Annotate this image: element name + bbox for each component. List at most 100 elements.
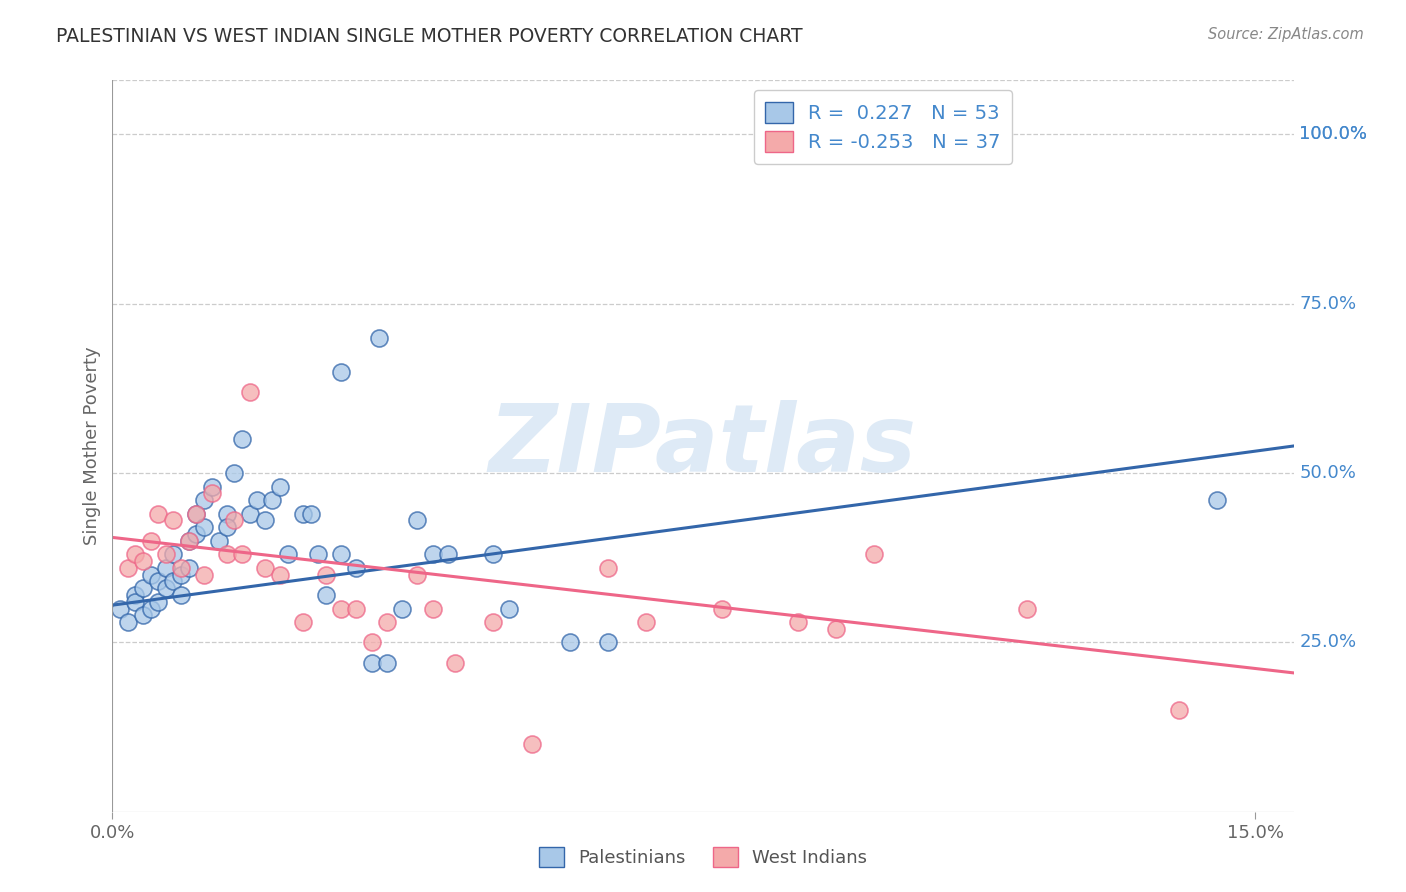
Text: PALESTINIAN VS WEST INDIAN SINGLE MOTHER POVERTY CORRELATION CHART: PALESTINIAN VS WEST INDIAN SINGLE MOTHER… xyxy=(56,27,803,45)
Point xyxy=(124,547,146,561)
Point xyxy=(132,608,155,623)
Point xyxy=(520,737,543,751)
Legend: Palestinians, West Indians: Palestinians, West Indians xyxy=(530,838,876,876)
Point xyxy=(170,561,193,575)
Point xyxy=(155,581,177,595)
Point xyxy=(596,561,619,575)
Point xyxy=(155,547,177,561)
Point xyxy=(170,588,193,602)
Point xyxy=(155,561,177,575)
Point xyxy=(344,601,367,615)
Text: 50.0%: 50.0% xyxy=(1299,464,1357,482)
Point xyxy=(1168,703,1191,717)
Text: Source: ZipAtlas.com: Source: ZipAtlas.com xyxy=(1208,27,1364,42)
Point xyxy=(253,561,276,575)
Point xyxy=(787,615,810,629)
Point xyxy=(330,364,353,378)
Point xyxy=(330,601,353,615)
Point xyxy=(200,486,222,500)
Point xyxy=(277,547,299,561)
Point xyxy=(162,574,184,589)
Point xyxy=(124,588,146,602)
Point xyxy=(139,533,162,548)
Point xyxy=(558,635,581,649)
Point xyxy=(330,547,353,561)
Point xyxy=(177,533,200,548)
Point xyxy=(186,527,208,541)
Point xyxy=(344,561,367,575)
Point xyxy=(360,656,382,670)
Point xyxy=(1206,493,1229,508)
Point xyxy=(360,635,382,649)
Point xyxy=(315,588,337,602)
Point xyxy=(269,480,291,494)
Point xyxy=(422,547,444,561)
Point xyxy=(139,567,162,582)
Point xyxy=(299,507,322,521)
Text: 75.0%: 75.0% xyxy=(1299,294,1357,313)
Point xyxy=(291,507,314,521)
Point xyxy=(422,601,444,615)
Point xyxy=(436,547,458,561)
Point xyxy=(132,581,155,595)
Point xyxy=(307,547,329,561)
Text: 100.0%: 100.0% xyxy=(1299,126,1368,144)
Text: ZIPatlas: ZIPatlas xyxy=(489,400,917,492)
Point xyxy=(170,567,193,582)
Point xyxy=(231,432,253,446)
Point xyxy=(108,601,131,615)
Point xyxy=(177,533,200,548)
Point xyxy=(224,466,246,480)
Point xyxy=(208,533,231,548)
Point xyxy=(117,561,139,575)
Point xyxy=(162,514,184,528)
Point xyxy=(253,514,276,528)
Point xyxy=(368,331,391,345)
Point xyxy=(186,507,208,521)
Point xyxy=(406,514,429,528)
Point xyxy=(239,507,262,521)
Point xyxy=(124,595,146,609)
Point xyxy=(193,493,215,508)
Point xyxy=(224,514,246,528)
Point xyxy=(825,622,848,636)
Point xyxy=(482,615,505,629)
Point xyxy=(444,656,467,670)
Point xyxy=(193,567,215,582)
Point xyxy=(239,384,262,399)
Text: 100.0%: 100.0% xyxy=(1299,126,1368,144)
Point xyxy=(315,567,337,582)
Point xyxy=(148,574,170,589)
Point xyxy=(132,554,155,568)
Point xyxy=(177,561,200,575)
Point xyxy=(193,520,215,534)
Point xyxy=(596,635,619,649)
Point xyxy=(200,480,222,494)
Point xyxy=(262,493,284,508)
Point xyxy=(162,547,184,561)
Point xyxy=(215,507,238,521)
Point xyxy=(215,520,238,534)
Point xyxy=(375,615,398,629)
Text: 25.0%: 25.0% xyxy=(1299,633,1357,651)
Point xyxy=(148,595,170,609)
Point xyxy=(291,615,314,629)
Point xyxy=(246,493,269,508)
Point xyxy=(231,547,253,561)
Point xyxy=(391,601,413,615)
Point xyxy=(406,567,429,582)
Point xyxy=(215,547,238,561)
Point xyxy=(186,507,208,521)
Point xyxy=(863,547,886,561)
Point xyxy=(375,656,398,670)
Point xyxy=(117,615,139,629)
Point xyxy=(139,601,162,615)
Point xyxy=(634,615,657,629)
Point xyxy=(269,567,291,582)
Y-axis label: Single Mother Poverty: Single Mother Poverty xyxy=(83,347,101,545)
Point xyxy=(148,507,170,521)
Point xyxy=(1015,601,1038,615)
Point xyxy=(711,601,734,615)
Point xyxy=(482,547,505,561)
Point xyxy=(498,601,520,615)
